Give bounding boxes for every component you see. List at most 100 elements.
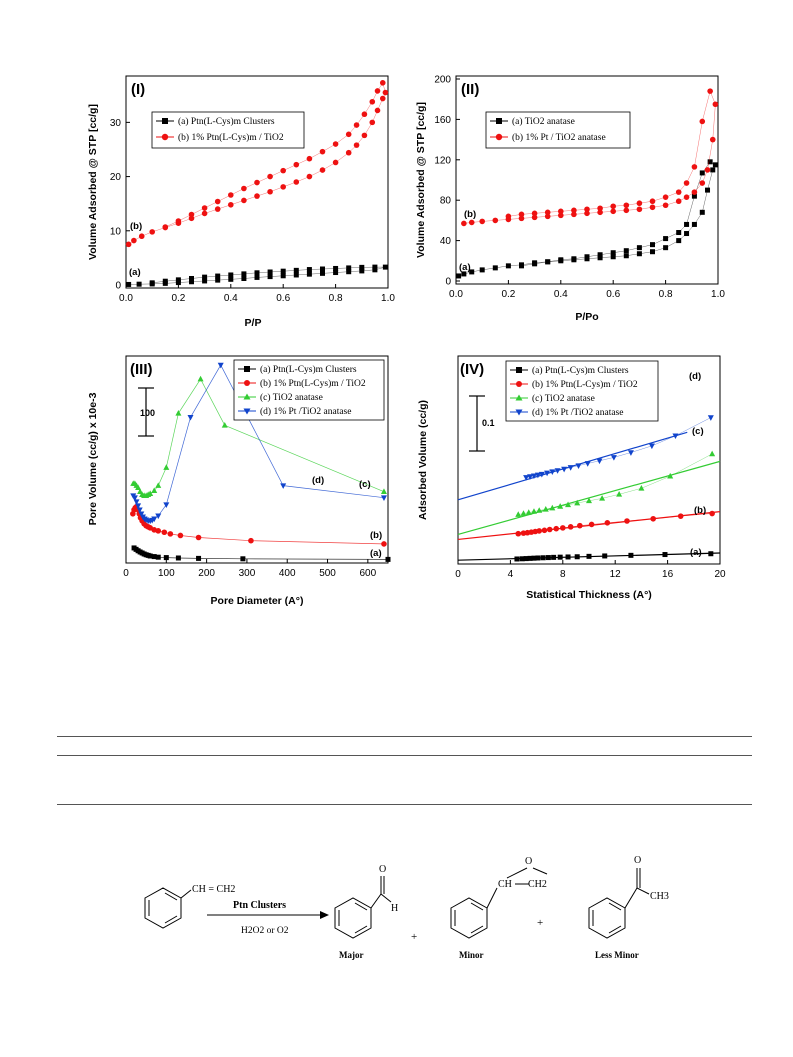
legend-marker-a [162,118,168,124]
legend-marker-a [496,118,502,124]
data-point-b [623,202,630,209]
curve-label-a: (a) [690,547,702,558]
data-point-d [567,465,574,471]
data-point-c [135,484,142,490]
data-point-a [557,554,563,560]
data-point-a [676,238,682,244]
data-point-b [201,210,208,217]
data-point-c [221,422,228,428]
data-point-a [623,248,629,254]
data-point-a [663,245,669,251]
x-axis-title: Statistical Thickness (A°) [526,589,652,601]
panel-iii-svg: 0 100 200 300 400 500 600 (III) 100 (d) (c) (b… [87,355,391,607]
data-point-a [241,275,247,281]
data-point-b [319,148,326,155]
legend-marker-a [244,366,250,372]
data-point-b [374,107,381,114]
data-point-a [610,254,616,260]
data-point-a [558,257,564,263]
data-point-a [545,555,551,561]
styrene-oxide-structure [450,867,548,939]
data-point-b [353,122,360,128]
data-point-d [138,511,145,518]
data-point-a [320,266,325,272]
data-point-a [650,249,655,255]
plot-frame [457,355,721,565]
data-point-b [649,198,656,205]
data-point-a [565,554,571,560]
panel-ii: 0.0 0.2 0.4 0.6 0.8 1.0 0 40 80 120 160 200 (II) (b… [412,66,732,324]
data-point-a [240,556,246,562]
data-point-c [536,507,543,513]
legend-marker-d [515,409,523,416]
series-line-c [518,453,713,515]
data-point-b [704,167,711,173]
data-point-a [306,271,312,277]
data-point-b [293,161,300,168]
y-tick-label: 200 [434,75,451,86]
legend-marker-a [516,367,522,373]
data-point-b [254,193,260,199]
data-point-d [133,499,140,506]
data-point-b [201,205,208,211]
data-point-b [479,218,485,225]
data-point-a [461,271,467,277]
y-tick-label: 20 [110,172,122,183]
data-point-b [306,155,313,162]
data-point-a [372,267,378,273]
y-axis-title: Adsorbed Volume (cc/g) [417,400,429,520]
data-point-b [709,510,715,517]
data-point-a [382,264,388,270]
data-point-d [527,474,534,480]
fit-line-b [457,511,721,541]
curve-label-b: (b) [694,505,706,516]
data-point-a [684,221,690,227]
data-point-a [492,265,498,271]
data-point-b [379,95,386,102]
data-point-a [574,554,580,560]
data-point-b [293,179,300,185]
data-point-d [575,463,582,469]
data-point-b [691,164,698,170]
y-axis-title: Volume Adsorbed @ STP [cc/g] [415,102,427,258]
data-point-b [560,525,566,531]
data-point-a [505,263,511,269]
y-tick-label: 40 [440,236,452,247]
panel-iii-ticks: 0 100 200 300 400 500 600 [123,559,377,579]
y-tick-label: 160 [434,115,451,126]
data-point-b [382,89,389,96]
data-point-a [267,269,273,275]
x-tick-label: 200 [198,568,215,579]
data-point-c [616,491,623,497]
data-point-d [544,470,551,477]
data-point-a [527,555,533,561]
data-point-a [623,253,629,259]
data-point-d [155,513,162,520]
data-point-b [461,220,467,227]
data-point-b [610,203,616,210]
data-point-a [597,255,603,261]
data-point-b [361,132,368,139]
data-point-b [167,531,174,537]
panel-iv-marks [457,415,721,562]
data-point-a [215,277,221,283]
data-point-b [374,88,381,94]
data-point-a [551,554,557,560]
data-point-c [530,508,537,514]
data-point-a [241,271,247,277]
data-point-c [574,499,581,506]
data-point-a [684,231,690,237]
product-label-less-minor: Less Minor [595,950,639,960]
panel-ii-marks [456,88,719,279]
legend-item-b: (b) 1% Ptn(L-Cys)m / TiO2 [532,379,638,390]
x-tick-label: 0.8 [659,289,673,300]
data-point-c [565,501,572,508]
data-point-b [518,211,525,218]
data-point-a [333,270,339,276]
data-point-a [699,170,705,176]
legend-marker-c [515,394,523,401]
data-point-a [126,281,132,287]
data-point-a [597,252,603,258]
data-point-b [584,206,590,213]
data-point-a [196,555,202,561]
